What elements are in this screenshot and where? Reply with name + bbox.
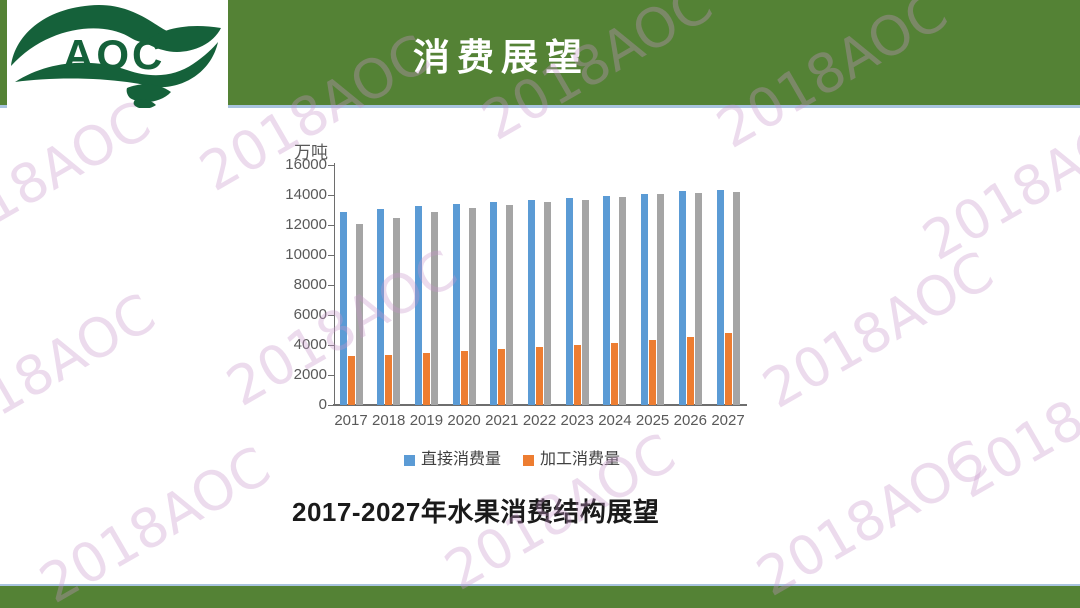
y-axis-tick bbox=[328, 194, 334, 196]
logo-leaf-small-1-icon bbox=[126, 84, 171, 103]
y-tick-label: 2000 bbox=[293, 366, 327, 383]
x-tick-label: 2026 bbox=[673, 412, 707, 429]
watermark-text: 2018AOC bbox=[912, 91, 1080, 273]
chart-legend: 直接消费量 加工消费量 bbox=[404, 452, 620, 468]
bar-unlabeled-2017 bbox=[355, 224, 363, 405]
bar-unlabeled-2023 bbox=[581, 199, 589, 405]
bar-直接消费量-2027 bbox=[716, 189, 724, 405]
x-tick-label: 2017 bbox=[334, 412, 368, 429]
bar-加工消费量-2025 bbox=[649, 339, 657, 405]
bar-直接消费量-2021 bbox=[490, 201, 498, 405]
y-tick-label: 16000 bbox=[285, 156, 327, 173]
bar-unlabeled-2022 bbox=[544, 201, 551, 405]
x-tick-label: 2019 bbox=[409, 412, 444, 429]
bar-直接消费量-2022 bbox=[528, 199, 535, 405]
logo-top-leaf-icon bbox=[145, 25, 221, 52]
x-tick-label: 2024 bbox=[598, 412, 632, 429]
logo-box: AOC bbox=[7, 0, 228, 108]
bar-直接消费量-2024 bbox=[603, 195, 611, 405]
logo-bottom-wave-icon bbox=[15, 42, 218, 88]
y-axis-tick bbox=[328, 224, 334, 226]
x-tick-label: 2025 bbox=[635, 412, 670, 429]
bar-直接消费量-2018 bbox=[377, 209, 385, 405]
y-axis-unit-label: 万吨 bbox=[294, 143, 328, 162]
chart-caption: 2017-2027年水果消费结构展望 bbox=[292, 497, 660, 527]
bar-直接消费量-2020 bbox=[452, 204, 460, 405]
y-axis-line bbox=[333, 163, 335, 406]
bar-直接消费量-2026 bbox=[678, 191, 686, 405]
legend-label: 加工消费量 bbox=[540, 451, 621, 468]
y-axis-tick bbox=[328, 284, 334, 286]
bar-unlabeled-2024 bbox=[619, 196, 627, 405]
logo-top-swoosh-icon bbox=[11, 5, 167, 66]
legend-swatch-icon bbox=[523, 454, 535, 466]
bar-加工消费量-2017 bbox=[347, 356, 355, 405]
x-tick-label: 2021 bbox=[485, 412, 519, 429]
bar-unlabeled-2021 bbox=[506, 204, 514, 405]
x-tick-label: 2022 bbox=[522, 412, 557, 429]
bar-unlabeled-2018 bbox=[393, 218, 401, 405]
y-tick-label: 10000 bbox=[285, 246, 327, 263]
legend-swatch-icon bbox=[404, 454, 415, 466]
y-tick-label: 8000 bbox=[293, 276, 327, 293]
y-axis-tick bbox=[328, 344, 334, 346]
y-axis-tick bbox=[328, 404, 334, 406]
watermark-text: 2018AOC bbox=[944, 329, 1080, 511]
bar-直接消费量-2019 bbox=[414, 206, 422, 405]
y-tick-label: 4000 bbox=[293, 336, 327, 353]
bar-加工消费量-2020 bbox=[460, 351, 468, 405]
bar-加工消费量-2027 bbox=[724, 333, 732, 405]
aoc-logo-icon: AOC bbox=[11, 5, 221, 108]
watermark-text: 2018AOC bbox=[0, 89, 161, 271]
y-axis-tick bbox=[328, 254, 334, 256]
y-tick-label: 0 bbox=[318, 396, 327, 413]
x-tick-label: 2020 bbox=[447, 412, 481, 429]
legend-item: 直接消费量 bbox=[404, 452, 501, 468]
bar-加工消费量-2026 bbox=[686, 336, 694, 405]
legend-label: 直接消费量 bbox=[421, 451, 502, 468]
y-axis-tick bbox=[328, 314, 334, 316]
bar-加工消费量-2021 bbox=[498, 348, 506, 405]
bar-unlabeled-2019 bbox=[430, 212, 438, 405]
bar-加工消费量-2018 bbox=[385, 354, 393, 405]
page-title: 消费展望 bbox=[413, 37, 589, 78]
y-axis-tick bbox=[328, 374, 334, 376]
x-axis-line bbox=[333, 404, 747, 406]
logo-leaf-small-2-icon bbox=[133, 99, 156, 108]
bar-unlabeled-2027 bbox=[732, 192, 740, 405]
x-tick-label: 2023 bbox=[560, 412, 594, 429]
bar-直接消费量-2017 bbox=[339, 211, 347, 405]
bar-加工消费量-2023 bbox=[573, 345, 581, 405]
watermark-text: 2018AOC bbox=[752, 239, 1004, 421]
bar-unlabeled-2020 bbox=[468, 207, 476, 405]
bar-unlabeled-2025 bbox=[657, 194, 665, 405]
bar-加工消费量-2019 bbox=[422, 352, 430, 405]
bar-加工消费量-2024 bbox=[611, 342, 619, 405]
y-tick-label: 12000 bbox=[285, 216, 327, 233]
footer-accent-line bbox=[0, 584, 1080, 586]
x-tick-label: 2027 bbox=[711, 412, 745, 429]
watermark-text: 2018AOC bbox=[746, 427, 998, 608]
y-axis-tick bbox=[328, 164, 334, 166]
bar-unlabeled-2026 bbox=[694, 192, 702, 405]
x-tick-label: 2018 bbox=[372, 412, 406, 429]
header-accent-line bbox=[0, 105, 1080, 108]
footer-band bbox=[0, 586, 1080, 608]
y-tick-label: 6000 bbox=[293, 306, 327, 323]
legend-item: 加工消费量 bbox=[523, 452, 620, 468]
watermark-text: 2018AOC bbox=[0, 281, 166, 463]
bar-直接消费量-2023 bbox=[565, 198, 573, 405]
bar-直接消费量-2025 bbox=[641, 193, 649, 405]
logo-text: AOC bbox=[63, 31, 165, 78]
bar-加工消费量-2022 bbox=[536, 347, 543, 405]
y-tick-label: 14000 bbox=[285, 186, 327, 203]
watermark-text: 2018AOC bbox=[29, 434, 281, 608]
